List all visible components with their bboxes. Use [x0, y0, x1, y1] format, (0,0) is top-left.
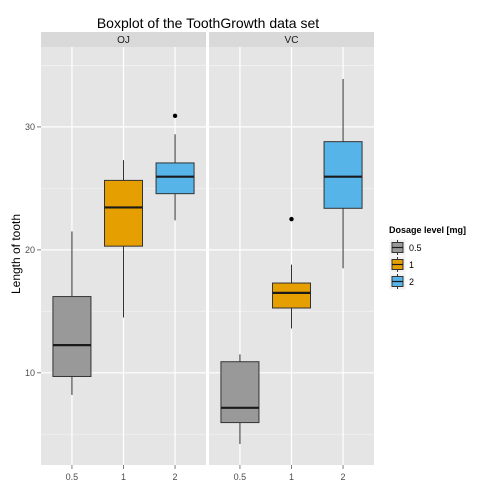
facet-panels: OJ 0.5 1 2 VC 0.5 1 2 10 20 30	[25, 32, 374, 482]
box-vc-2	[323, 78, 363, 269]
facet-panel-oj: OJ 0.5 1 2	[41, 32, 206, 482]
box-vc-1	[272, 216, 311, 329]
x-tick-label: 1	[121, 472, 126, 482]
y-axis: 10 20 30	[25, 122, 41, 378]
box-oj-1	[104, 160, 143, 318]
legend-entry-0.5: 0.5	[388, 238, 422, 257]
legend-label: 2	[409, 277, 414, 287]
box-vc-0.5	[220, 354, 260, 445]
x-tick-label: 2	[341, 472, 346, 482]
legend: Dosage level [mg] 0.5 1 2	[388, 225, 466, 291]
facet-strip-label: VC	[285, 35, 299, 46]
box-iqr	[220, 361, 260, 424]
box-iqr	[323, 141, 363, 209]
box-iqr	[272, 282, 311, 309]
legend-entry-2: 2	[388, 272, 414, 291]
outlier-point	[172, 113, 178, 119]
facet-panel-vc: VC 0.5 1 2	[209, 32, 374, 482]
chart-title: Boxplot of the ToothGrowth data set	[97, 15, 319, 31]
box-iqr	[155, 162, 195, 195]
box-oj-2	[155, 113, 195, 221]
facet-strip	[41, 32, 206, 47]
legend-entry-1: 1	[388, 255, 414, 274]
legend-label: 1	[409, 260, 414, 270]
y-axis-label: Length of tooth	[9, 214, 23, 294]
facet-strip-label: OJ	[117, 35, 130, 46]
x-tick-label: 0.5	[66, 472, 79, 482]
x-tick-label: 0.5	[234, 472, 247, 482]
y-tick-label: 10	[25, 368, 35, 378]
x-tick-label: 1	[289, 472, 294, 482]
box-iqr	[52, 296, 92, 377]
box-iqr	[104, 179, 143, 247]
legend-title: Dosage level [mg]	[389, 225, 466, 235]
box-oj-0.5	[52, 231, 92, 395]
facet-strip	[209, 32, 374, 47]
y-tick-label: 20	[25, 245, 35, 255]
legend-label: 0.5	[409, 243, 422, 253]
x-tick-label: 2	[173, 472, 178, 482]
y-tick-label: 30	[25, 122, 35, 132]
outlier-point	[289, 216, 294, 222]
